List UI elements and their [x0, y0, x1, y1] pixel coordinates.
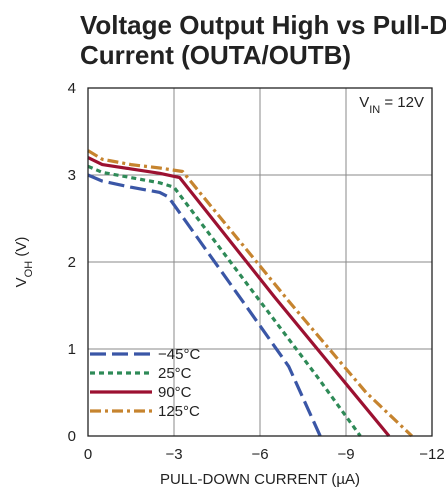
- series-line: [87, 156, 391, 438]
- plot-frame: [87, 87, 433, 437]
- y-axis-label-sub: OH: [23, 261, 35, 278]
- y-axis-label: VOH (V): [13, 237, 35, 288]
- chart-title-line-1: Voltage Output High vs Pull-Down: [80, 10, 446, 40]
- y-axis-label-main: V: [13, 277, 30, 287]
- x-tick-label: −3: [165, 446, 182, 463]
- tick-labels: 0 −3 −6 −9 −12 0 1 2 3 4: [68, 80, 445, 463]
- vin-annotation-sub: IN: [369, 104, 380, 116]
- x-tick-label: 0: [84, 446, 92, 463]
- y-tick-label: 0: [68, 428, 76, 445]
- series-line: [87, 173, 322, 437]
- vin-annotation-suffix: = 12V: [380, 94, 424, 111]
- vin-annotation-main: V: [359, 94, 369, 111]
- legend: −45°C 25°C 90°C 125°C: [90, 346, 200, 420]
- grid: [88, 88, 432, 436]
- x-axis-label: PULL-DOWN CURRENT (µA): [160, 471, 360, 488]
- vin-annotation: VIN = 12V: [359, 94, 424, 116]
- x-tick-label: −9: [337, 446, 354, 463]
- legend-label: 25°C: [158, 365, 192, 382]
- legend-label: −45°C: [158, 346, 200, 363]
- series-line: [87, 164, 362, 437]
- y-tick-label: 3: [68, 167, 76, 184]
- legend-label: 90°C: [158, 384, 192, 401]
- y-axis-label-suffix: (V): [13, 237, 30, 261]
- x-tick-label: −12: [419, 446, 444, 463]
- chart-title-line-2: Current (OUTA/OUTB): [80, 40, 351, 70]
- y-tick-label: 4: [68, 80, 76, 97]
- y-tick-label: 1: [68, 341, 76, 358]
- y-tick-label: 2: [68, 254, 76, 271]
- x-tick-label: −6: [251, 446, 268, 463]
- series-group: [87, 149, 414, 438]
- legend-label: 125°C: [158, 403, 200, 420]
